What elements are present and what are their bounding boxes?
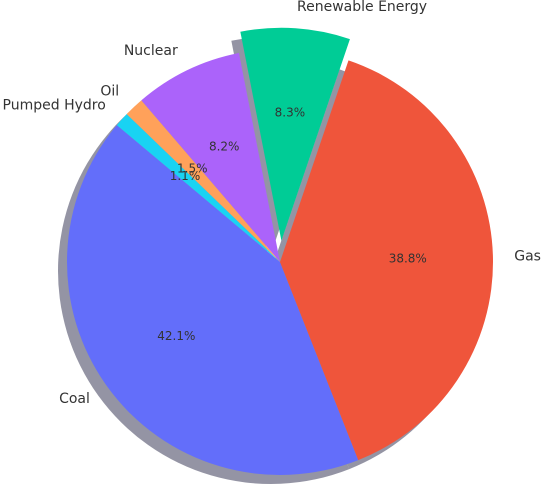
slice-label: Nuclear: [124, 43, 178, 59]
value-label: 42.1%: [157, 329, 195, 343]
slice-label: Coal: [59, 391, 90, 407]
pie-slice: [141, 52, 280, 262]
value-label: 38.8%: [389, 251, 427, 265]
pie-slice: [240, 27, 350, 241]
value-label: 8.2%: [209, 140, 240, 154]
value-label: 1.1%: [170, 169, 201, 183]
pie-slice: [116, 114, 280, 262]
slice-label: Gas: [514, 248, 541, 264]
pie-slice: [66, 125, 359, 475]
pie-slice: [280, 60, 493, 461]
slice-label: Pumped Hydro: [3, 97, 106, 113]
slice-label: Renewable Energy: [297, 0, 427, 15]
value-label: 8.3%: [275, 106, 306, 120]
slice-label: Oil: [100, 84, 119, 100]
value-label: 1.5%: [177, 162, 208, 176]
pie-slice: [126, 100, 280, 262]
